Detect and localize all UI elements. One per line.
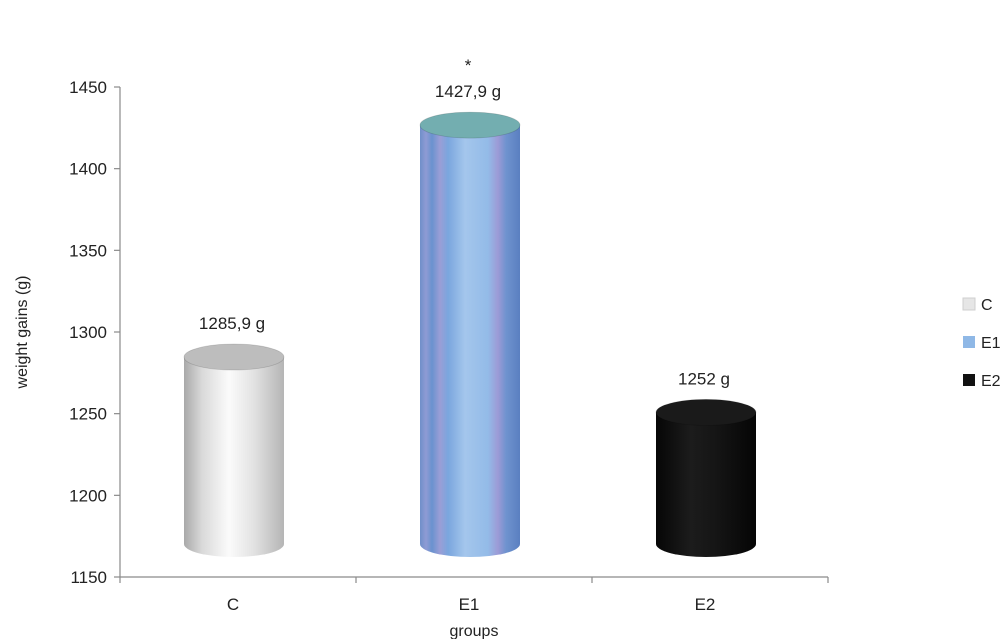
y-axis-title: weight gains (g) — [14, 276, 31, 390]
data-label: 1427,9 g — [435, 82, 501, 101]
y-tick-label: 1200 — [69, 486, 107, 505]
significance-marker: * — [465, 56, 472, 75]
legend-label: E2 — [981, 373, 1001, 390]
bar-body — [420, 125, 520, 557]
bars — [183, 111, 757, 557]
bar-E1 — [419, 111, 521, 557]
x-axis: C E1 E2 — [119, 576, 829, 614]
legend-swatch — [963, 336, 975, 348]
bar-top — [183, 343, 285, 371]
legend-swatch — [962, 297, 976, 311]
bar-body — [184, 357, 284, 557]
legend: C E1 E2 — [962, 297, 1001, 390]
x-tick-label: E1 — [459, 595, 480, 614]
legend-label: E1 — [981, 335, 1001, 352]
x-tick-label: E2 — [695, 595, 716, 614]
y-tick-label: 1450 — [69, 78, 107, 97]
bar-body — [656, 412, 756, 557]
y-tick-label: 1300 — [69, 323, 107, 342]
data-label: 1285,9 g — [199, 314, 265, 333]
bar-top — [419, 111, 521, 139]
y-tick-label: 1400 — [69, 160, 107, 179]
data-labels: 1285,9 g 1427,9 g * 1252 g — [199, 56, 730, 388]
data-label: 1252 g — [678, 369, 730, 388]
legend-label: C — [981, 297, 993, 314]
y-tick-label: 1350 — [69, 241, 107, 260]
legend-swatch — [963, 374, 975, 386]
bar-E2 — [655, 398, 757, 557]
bar-C — [183, 343, 285, 557]
x-axis-title: groups — [450, 623, 499, 639]
x-tick-label: C — [227, 595, 239, 614]
y-tick-label: 1150 — [70, 568, 107, 587]
y-axis: 1150 1200 1250 1300 1350 1400 1450 — [69, 78, 121, 587]
bar-top — [655, 398, 757, 426]
y-tick-label: 1250 — [69, 405, 107, 424]
